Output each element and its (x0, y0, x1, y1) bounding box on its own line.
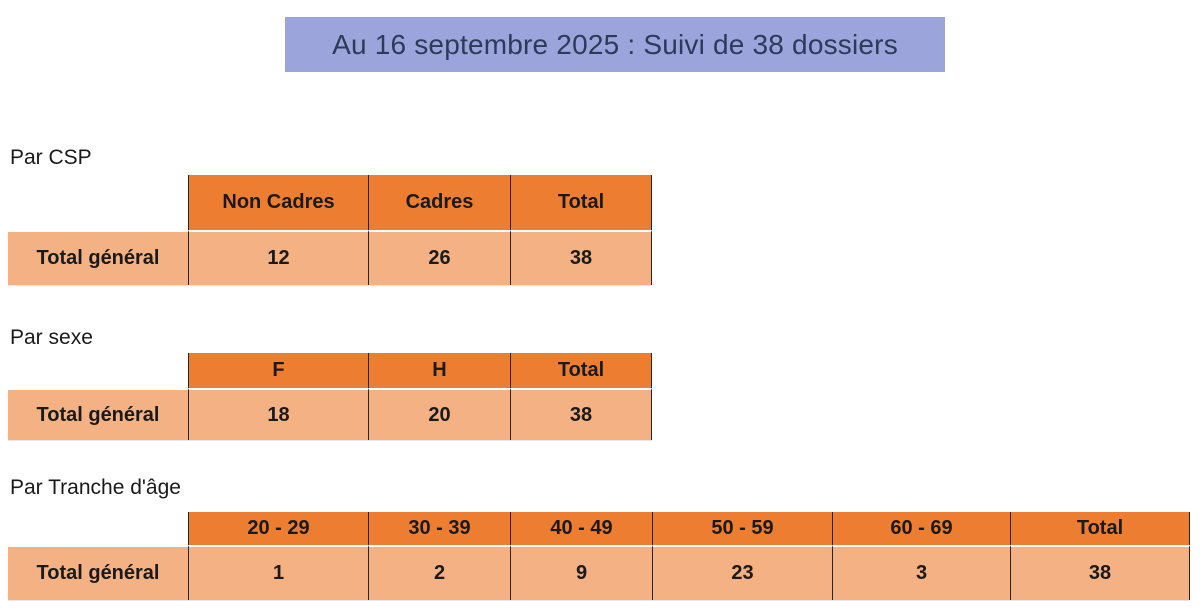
column-header-f: F (188, 353, 368, 388)
column-header-20-29: 20 - 29 (188, 512, 368, 545)
column-header-h: H (368, 353, 510, 388)
column-header-total: Total (510, 353, 652, 388)
row-label-total-general: Total général (8, 388, 188, 440)
value-cell-h: 20 (368, 388, 510, 440)
row-label-total-general: Total général (8, 230, 188, 285)
value-cell-50-59: 23 (652, 545, 832, 600)
value-cell-non-cadres: 12 (188, 230, 368, 285)
column-header-40-49: 40 - 49 (510, 512, 652, 545)
header-row: 20 - 29 30 - 39 40 - 49 50 - 59 60 - 69 … (8, 512, 1190, 545)
pivot-table-tranche-age: 20 - 29 30 - 39 40 - 49 50 - 59 60 - 69 … (8, 512, 1190, 601)
section-label-tranche-age: Par Tranche d'âge (10, 476, 181, 499)
column-header-60-69: 60 - 69 (832, 512, 1010, 545)
header-corner-spacer (8, 353, 188, 388)
value-cell-total: 38 (510, 388, 652, 440)
value-cell-cadres: 26 (368, 230, 510, 285)
row-label-total-general: Total général (8, 545, 188, 600)
column-header-non-cadres: Non Cadres (188, 175, 368, 230)
data-row: Total général 18 20 38 (8, 388, 652, 441)
pivot-table-sexe: F H Total Total général 18 20 38 (8, 353, 652, 441)
value-cell-60-69: 3 (832, 545, 1010, 600)
header-row: Non Cadres Cadres Total (8, 175, 652, 230)
column-header-50-59: 50 - 59 (652, 512, 832, 545)
value-cell-total: 38 (1010, 545, 1190, 600)
title-banner-text: Au 16 septembre 2025 : Suivi de 38 dossi… (332, 28, 898, 60)
data-row: Total général 1 2 9 23 3 38 (8, 545, 1190, 601)
value-cell-f: 18 (188, 388, 368, 440)
value-cell-20-29: 1 (188, 545, 368, 600)
title-banner: Au 16 septembre 2025 : Suivi de 38 dossi… (285, 17, 945, 72)
column-header-total: Total (510, 175, 652, 230)
value-cell-total: 38 (510, 230, 652, 285)
section-label-sexe: Par sexe (10, 326, 93, 349)
data-row: Total général 12 26 38 (8, 230, 652, 286)
header-row: F H Total (8, 353, 652, 388)
column-header-30-39: 30 - 39 (368, 512, 510, 545)
value-cell-40-49: 9 (510, 545, 652, 600)
column-header-total: Total (1010, 512, 1190, 545)
value-cell-30-39: 2 (368, 545, 510, 600)
pivot-table-csp: Non Cadres Cadres Total Total général 12… (8, 175, 652, 286)
section-label-csp: Par CSP (10, 146, 92, 169)
header-corner-spacer (8, 512, 188, 545)
column-header-cadres: Cadres (368, 175, 510, 230)
header-corner-spacer (8, 175, 188, 230)
